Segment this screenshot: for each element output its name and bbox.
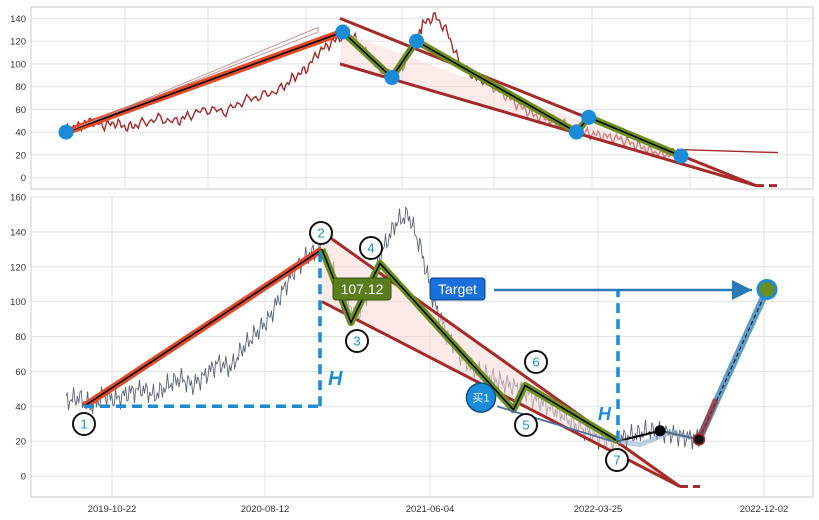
target-label: Target bbox=[438, 281, 477, 297]
pivot-marker-5 bbox=[514, 413, 538, 437]
top-trend-line bbox=[65, 31, 344, 133]
top-y-tick-label: 60 bbox=[15, 105, 26, 116]
bottom-y-tick-label: 160 bbox=[10, 193, 26, 204]
top-series bbox=[58, 11, 779, 188]
pivot-marker-label-4: 4 bbox=[367, 241, 374, 256]
top-pivot-dot bbox=[581, 109, 597, 125]
top-pivot-dot bbox=[568, 124, 584, 140]
buy-marker bbox=[465, 382, 497, 413]
bottom-y-tick-label: 80 bbox=[15, 332, 26, 343]
top-y-tick-label: 100 bbox=[10, 59, 26, 70]
top-pivot-dot bbox=[673, 148, 689, 164]
top-pivot-dot bbox=[58, 124, 74, 140]
value-label: 107.12 bbox=[341, 281, 384, 297]
buy-label: 买1 bbox=[472, 392, 489, 405]
bottom-y-tick-label: 0 bbox=[21, 472, 26, 483]
projection-dot bbox=[692, 433, 706, 446]
bottom-zigzag-line bbox=[321, 249, 619, 442]
projection-band bbox=[617, 429, 700, 448]
pivot-marker-7 bbox=[605, 448, 629, 472]
top-y-tick-label: 20 bbox=[15, 150, 26, 161]
pivot-marker-2 bbox=[309, 221, 333, 245]
projection-rise-red bbox=[696, 398, 719, 441]
top-pivot-dot bbox=[409, 33, 425, 49]
buy-line bbox=[496, 405, 613, 443]
value-box bbox=[332, 277, 392, 301]
pivot-marker-label-5: 5 bbox=[522, 418, 529, 433]
bottom-y-tick-label: 60 bbox=[15, 367, 26, 378]
bottom-y-tick-label: 20 bbox=[15, 437, 26, 448]
bottom-y-ticks: 0 20 40 60 80 100 120 140 160 bbox=[10, 193, 26, 483]
top-y-tick-label: 40 bbox=[15, 128, 26, 139]
top-channel-lower bbox=[339, 62, 757, 188]
top-y-ticks: 0 20 40 60 80 100 120 140 bbox=[10, 14, 26, 184]
bottom-x-ticks: 2019-10-22 2020-08-12 2021-06-04 2022-03-25… bbox=[88, 504, 789, 515]
pivot-marker-label-6: 6 bbox=[532, 355, 539, 370]
top-trend-arrow bbox=[65, 26, 319, 133]
pivot-marker-1 bbox=[72, 412, 96, 436]
pivot-marker-6 bbox=[524, 350, 548, 374]
target-dot bbox=[756, 278, 778, 300]
bottom-x-tick-label: 2022-12-02 bbox=[740, 504, 789, 515]
target-box bbox=[429, 277, 486, 301]
bottom-y-tick-label: 100 bbox=[10, 297, 26, 308]
pivot-marker-label-7: 7 bbox=[613, 453, 620, 468]
projection-seg-1 bbox=[617, 429, 661, 443]
bottom-y-tick-label: 40 bbox=[15, 402, 26, 413]
top-pivot-dot bbox=[335, 24, 351, 40]
bottom-x-tick-label: 2022-03-25 bbox=[574, 504, 623, 515]
top-y-tick-label: 80 bbox=[15, 82, 26, 93]
pivot-marker-3 bbox=[345, 329, 369, 353]
pivot-marker-label-1: 1 bbox=[80, 417, 87, 432]
projection-dot bbox=[654, 425, 666, 437]
bottom-channel-upper bbox=[321, 230, 681, 488]
bottom-x-tick-label: 2020-08-12 bbox=[241, 504, 290, 515]
bottom-panel: 0 20 40 60 80 100 120 140 160 2019-10-22 2020-08-… bbox=[10, 193, 814, 515]
h-label: H bbox=[328, 368, 343, 390]
top-y-tick-label: 140 bbox=[10, 14, 26, 25]
pivot-marker-label-2: 2 bbox=[317, 226, 324, 241]
pivot-marker-label-3: 3 bbox=[353, 334, 360, 349]
bottom-x-tick-label: 2021-06-04 bbox=[406, 504, 455, 515]
h-label-2: H bbox=[598, 404, 612, 424]
top-zigzag-line bbox=[342, 31, 682, 157]
top-y-tick-label: 0 bbox=[21, 173, 26, 184]
bottom-y-tick-label: 120 bbox=[10, 262, 26, 273]
bottom-annotations: H H 买1 Target 107.12 1 2 3 4 5 6 7 bbox=[72, 221, 778, 472]
top-panel: 0 20 40 60 80 100 120 140 bbox=[10, 6, 814, 190]
bottom-trend-line bbox=[83, 248, 323, 407]
bottom-y-tick-label: 140 bbox=[10, 227, 26, 238]
bottom-x-tick-label: 2019-10-22 bbox=[88, 504, 137, 515]
top-pivot-dot bbox=[384, 70, 400, 86]
top-y-tick-label: 120 bbox=[10, 37, 26, 48]
pivot-marker-4 bbox=[359, 236, 383, 260]
